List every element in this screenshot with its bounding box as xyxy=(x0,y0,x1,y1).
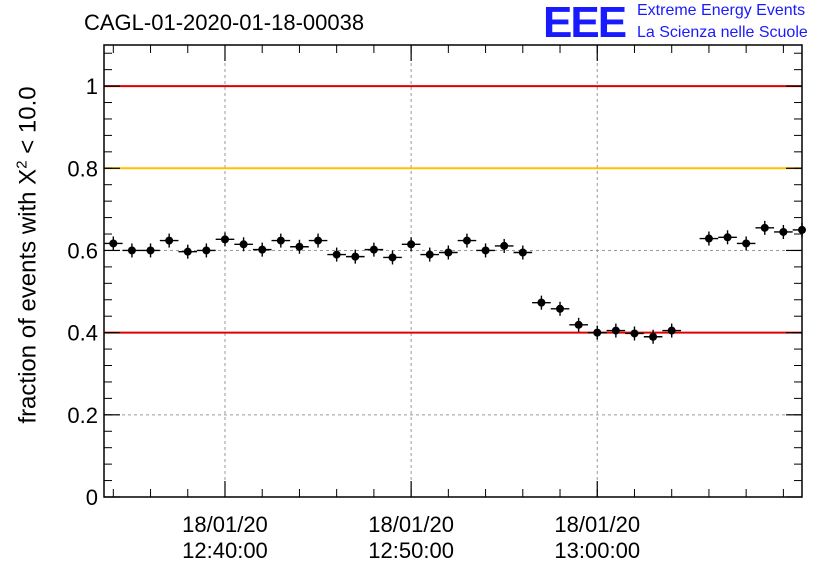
data-point-marker xyxy=(146,246,155,255)
x-tick-label-time: 12:40:00 xyxy=(182,538,268,563)
data-point xyxy=(587,325,607,340)
logo-line-1: Extreme Energy Events xyxy=(637,2,806,19)
y-tick-label: 0.2 xyxy=(67,403,98,428)
data-point-marker xyxy=(556,304,565,313)
data-point xyxy=(662,323,682,338)
data-point-marker xyxy=(704,234,713,243)
data-point-marker xyxy=(462,236,471,245)
data-point xyxy=(476,243,495,258)
data-point xyxy=(550,301,570,316)
data-point xyxy=(457,233,477,248)
data-point xyxy=(345,249,365,264)
data-point-marker xyxy=(574,320,583,329)
data-point-marker xyxy=(649,332,658,341)
data-point xyxy=(141,243,160,258)
eee-logo: EEE Extreme Energy Events La Scienza nel… xyxy=(543,0,833,48)
data-point-marker xyxy=(183,247,192,256)
data-point xyxy=(494,238,514,253)
data-point xyxy=(234,237,253,252)
y-tick-label: 1 xyxy=(86,74,98,99)
data-point-marker xyxy=(351,252,360,261)
ticks-layer: 00.20.40.60.8118/01/2012:40:0018/01/2012… xyxy=(67,45,802,563)
data-point xyxy=(308,233,328,248)
data-point-marker xyxy=(742,239,751,248)
data-point-marker xyxy=(165,236,174,245)
data-point xyxy=(290,239,309,254)
grid-layer xyxy=(104,45,802,497)
data-point xyxy=(401,237,421,252)
data-point-marker xyxy=(760,223,769,232)
data-point xyxy=(643,329,663,344)
data-point-marker xyxy=(295,242,304,251)
data-point xyxy=(271,233,291,248)
data-point xyxy=(625,326,644,341)
data-point xyxy=(755,220,775,235)
data-point xyxy=(439,245,458,260)
y-tick-label: 0.6 xyxy=(67,238,98,263)
data-point-marker xyxy=(630,329,639,338)
data-point-marker xyxy=(109,239,118,248)
data-point-marker xyxy=(500,241,509,250)
x-tick-label-date: 18/01/20 xyxy=(182,512,268,537)
plot-frame xyxy=(103,44,803,498)
data-point xyxy=(606,323,626,338)
data-point xyxy=(569,317,588,332)
data-point-marker xyxy=(332,250,341,259)
data-point-marker xyxy=(407,240,416,249)
data-point xyxy=(699,231,719,246)
logo-mark: EEE xyxy=(543,0,627,47)
data-point xyxy=(159,233,179,248)
data-point xyxy=(383,250,402,265)
data-point-marker xyxy=(611,326,620,335)
data-point xyxy=(718,230,737,245)
data-point-marker xyxy=(723,233,732,242)
data-point-marker xyxy=(667,326,676,335)
data-point-marker xyxy=(239,240,248,249)
data-point xyxy=(122,243,142,258)
data-point xyxy=(736,236,756,251)
data-point-marker xyxy=(388,253,397,262)
data-point xyxy=(774,224,793,239)
data-point xyxy=(327,247,346,262)
data-point-marker xyxy=(127,246,136,255)
data-point-marker xyxy=(779,227,788,236)
data-point xyxy=(215,232,235,247)
data-point-marker xyxy=(537,298,546,307)
data-point-marker xyxy=(593,328,602,337)
data-point xyxy=(252,242,272,257)
data-point-marker xyxy=(276,236,285,245)
data-point-marker xyxy=(369,245,378,254)
x-tick-label-time: 12:50:00 xyxy=(368,538,454,563)
data-point xyxy=(197,243,216,258)
data-point xyxy=(420,247,440,262)
data-point xyxy=(513,245,533,260)
data-point xyxy=(178,244,198,259)
data-point-marker xyxy=(444,248,453,257)
y-tick-label: 0 xyxy=(86,485,98,510)
data-point-marker xyxy=(481,246,490,255)
y-tick-label: 0.8 xyxy=(67,156,98,181)
data-point-marker xyxy=(220,235,229,244)
data-point-marker xyxy=(425,250,434,259)
chart-title: CAGL-01-2020-01-18-00038 xyxy=(84,10,365,35)
y-tick-label: 0.4 xyxy=(67,321,98,346)
data-point-marker xyxy=(258,245,267,254)
data-point xyxy=(792,222,806,237)
data-point-marker xyxy=(202,246,211,255)
data-point xyxy=(364,242,384,257)
data-points-layer xyxy=(104,220,806,344)
data-point xyxy=(532,295,551,310)
reference-lines-layer xyxy=(104,85,802,334)
logo-line-2: La Scienza nelle Scuole xyxy=(637,24,808,41)
data-point-marker xyxy=(314,236,323,245)
x-tick-label-time: 13:00:00 xyxy=(554,538,640,563)
data-point-marker xyxy=(518,248,527,257)
data-point xyxy=(104,236,123,251)
x-tick-label-date: 18/01/20 xyxy=(554,512,640,537)
x-tick-label-date: 18/01/20 xyxy=(368,512,454,537)
